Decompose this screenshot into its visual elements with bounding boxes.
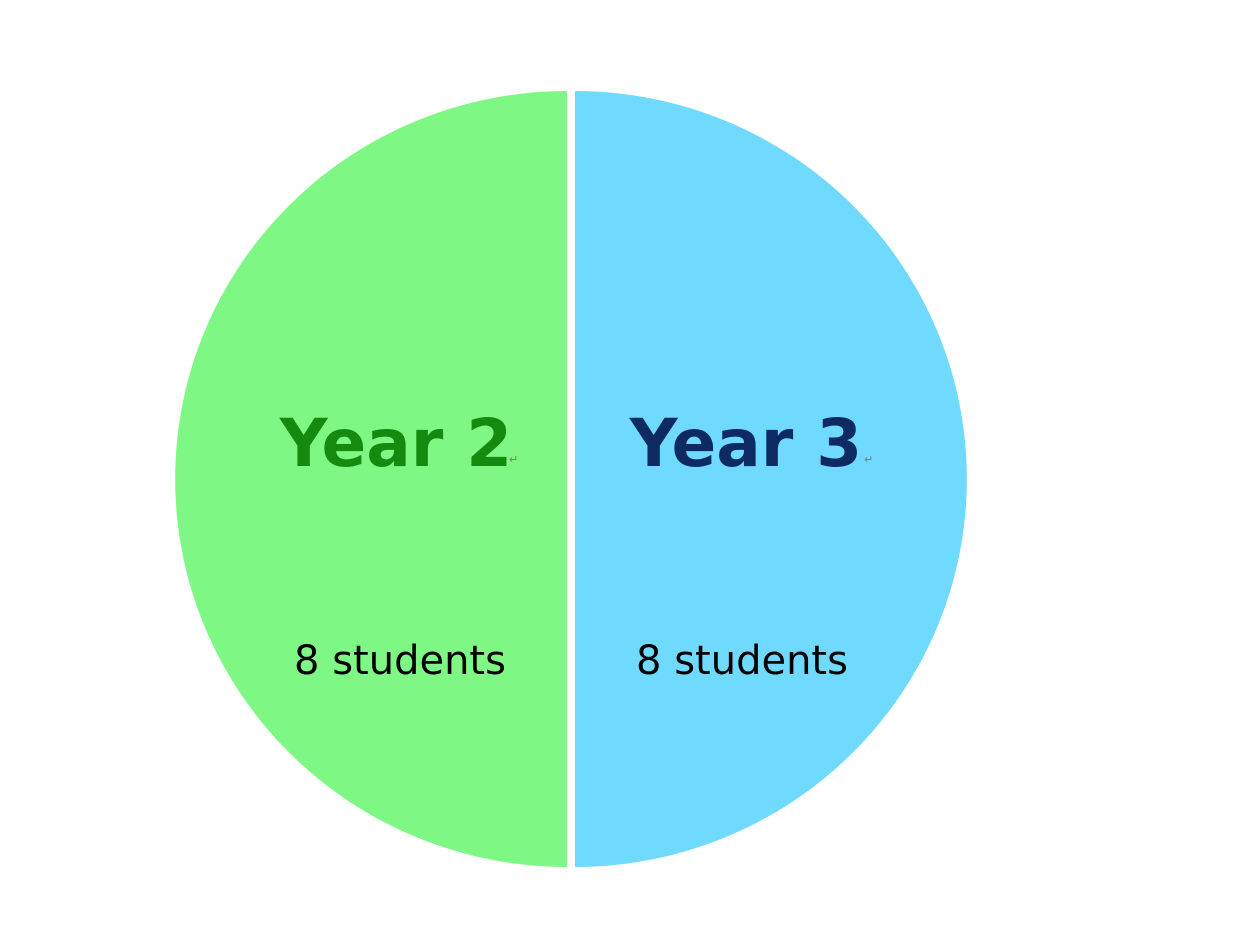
slice-label-year-3: Year 3 xyxy=(629,405,862,482)
slice-value-year-2: 8 students xyxy=(294,638,506,684)
slice-label-year-2: Year 2 xyxy=(279,405,512,482)
pie-labels: Year 2 Year 3 8 students 8 students ↵ ↵ xyxy=(279,405,873,684)
slice-value-year-3: 8 students xyxy=(636,638,848,684)
pie-slice-year-2 xyxy=(175,91,567,867)
pie-slices xyxy=(175,91,967,867)
pie-slice-year-3 xyxy=(575,91,967,867)
paragraph-mark-icon: ↵ xyxy=(864,453,873,466)
paragraph-mark-icon: ↵ xyxy=(509,453,518,466)
